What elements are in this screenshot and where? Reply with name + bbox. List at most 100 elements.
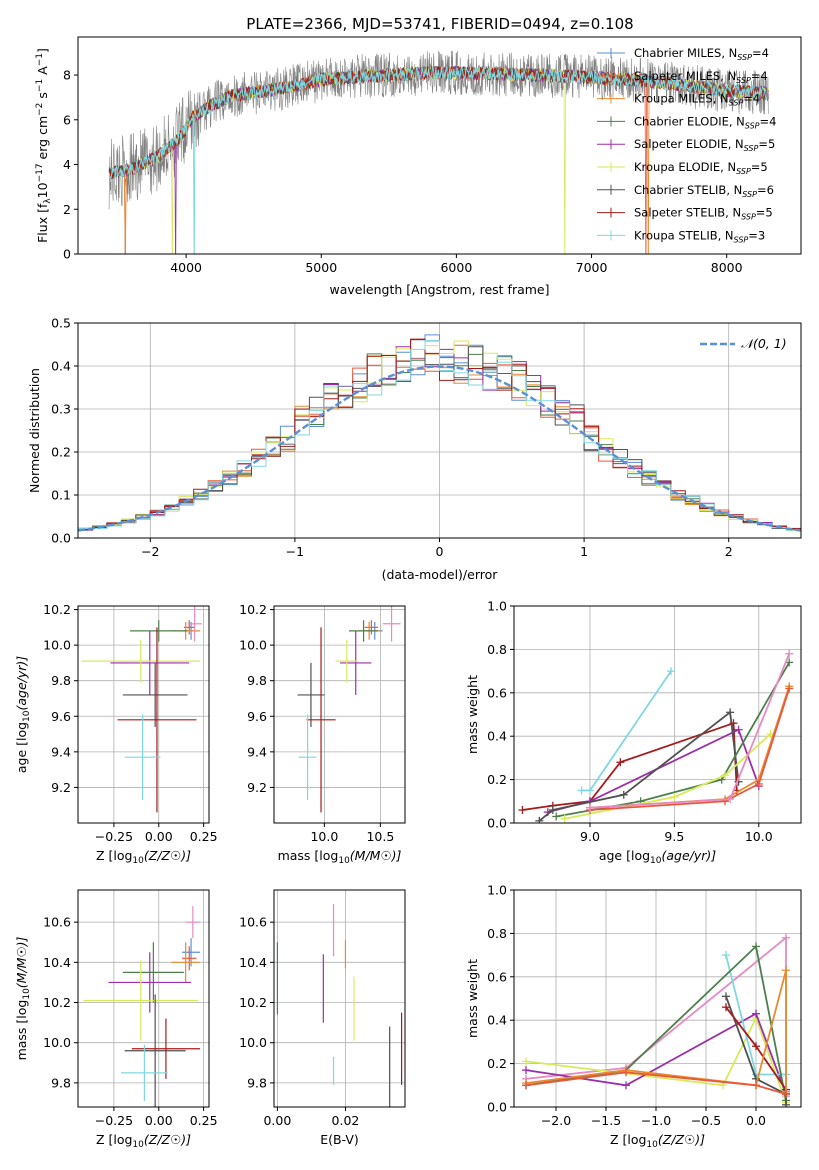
z_vs_age-xtick-label: −0.25 [95, 829, 133, 844]
mass_vs_age-ytick-label: 10.0 [239, 638, 267, 653]
spectrum-ylabel: Flux [fλ10−17 erg cm−2 s−1 A−1] [35, 48, 53, 243]
residuals-ytick-label: 0.3 [51, 402, 71, 417]
mass_vs_age-data [297, 606, 401, 813]
weights_vs_age-series-line [522, 721, 738, 811]
legend-entry: Chabrier MILES, NSSP=4 [634, 46, 769, 62]
weights_vs_age-ytick-label: 0.2 [487, 772, 507, 787]
residuals-ytick-label: 0.0 [51, 531, 71, 546]
legend-entry: Salpeter MILES, NSSP=4 [634, 69, 768, 85]
residuals-xtick-label: −2 [141, 544, 159, 559]
legend-entry: Chabrier ELODIE, NSSP=4 [634, 114, 776, 130]
residuals-hist-kroupa-stelib [78, 340, 801, 531]
mass_vs_age-xlabel: mass [log10(M/M☉)] [278, 848, 402, 866]
spectrum-ytick-label: 2 [63, 202, 71, 217]
z_vs_age-plot: −0.25 0.00 0.25 9.2 9.4 9.6 9.8 10.0 10.2 age [lo… [14, 602, 218, 866]
ebv_vs_mass-ytick-label: 10.6 [239, 915, 267, 930]
weights_vs_z-data [522, 933, 790, 1107]
weights_vs_age-xtick-label: 10.0 [745, 829, 773, 844]
spectrum-ytick-label: 0 [63, 247, 71, 262]
spectrum-xtick-label: 8000 [711, 260, 743, 275]
z_vs_age-ytick-label: 9.4 [51, 744, 71, 759]
weights_vs_age-series-line [581, 670, 672, 792]
legend-entry: Kroupa MILES, NSSP=4 [634, 92, 760, 108]
weights_vs_z-ytick-label: 0.6 [487, 969, 507, 984]
weights_vs_age-ylabel: mass weight [465, 675, 480, 754]
residuals-ytick-label: 0.5 [51, 316, 71, 331]
mass_vs_age-ytick-label: 10.2 [239, 602, 267, 617]
legend-entry: Kroupa STELIB, NSSP=3 [634, 228, 765, 244]
residuals-frame [77, 322, 802, 539]
mass_vs_age-ytick-label: 9.4 [247, 744, 267, 759]
weights_vs_age-xtick-label: 9.0 [580, 829, 600, 844]
residuals-xtick-label: 0 [436, 544, 444, 559]
weights_vs_age-ytick-label: 0.8 [487, 642, 507, 657]
spectrum-model-kroupa-stelib [108, 65, 769, 254]
weights_vs_age-xlabel: age [log10(age/yr)] [599, 848, 716, 866]
ebv_vs_mass-data [276, 904, 403, 1107]
mass_vs_age-ytick-label: 9.2 [247, 780, 267, 795]
z_vs_mass-ytick-label: 10.6 [43, 915, 71, 930]
legend-entry: Salpeter ELODIE, NSSP=5 [634, 137, 775, 153]
weights_vs_z-ylabel: mass weight [465, 959, 480, 1038]
z_vs_mass-xtick-label: 0.00 [145, 1113, 173, 1128]
spectrum-data [108, 50, 769, 254]
residuals-xtick-label: −1 [286, 544, 304, 559]
weights_vs_z-series-line [725, 995, 787, 1105]
spectrum-ytick-label: 4 [63, 157, 71, 172]
residuals-plot: −2 −1 0 1 2 0.0 0.1 0.2 0.3 0.4 0.5 Normed distribu… [27, 316, 802, 582]
spectrum-plot: 4000 5000 6000 7000 8000 0 2 4 6 8 Flux [fλ10−17 e… [35, 36, 802, 297]
z_vs_mass-ytick-label: 9.8 [51, 1075, 71, 1090]
residuals-ylabel: Normed distribution [27, 368, 42, 493]
residuals-xlabel: (data-model)/error [382, 567, 499, 582]
weights_vs_z-ytick-label: 0.0 [487, 1100, 507, 1115]
z_vs_age-frame [77, 605, 210, 824]
weights_vs_z-xtick-label: −2.0 [541, 1113, 571, 1128]
z_vs_mass-plot: −0.25 0.00 0.25 9.8 10.0 10.2 10.4 10.6 mass [lo… [14, 889, 218, 1150]
weights_vs_z-series-line [525, 1071, 787, 1095]
z_vs_age-xlabel: Z [log10(Z/Z☉)] [96, 848, 191, 866]
z_vs_mass-xtick-label: −0.25 [95, 1113, 133, 1128]
residuals-xtick-label: 1 [580, 544, 588, 559]
ebv_vs_mass-plot: 0.00 0.02 9.8 10.0 10.2 10.4 10.6 E(B-V) [239, 889, 406, 1147]
weights_vs_z-ytick-label: 1.0 [487, 883, 507, 898]
z_vs_age-ytick-label: 10.2 [43, 602, 71, 617]
gaussian-curve [78, 365, 801, 532]
weights_vs_z-ytick-label: 0.2 [487, 1056, 507, 1071]
weights_vs_age-ytick-label: 0.6 [487, 685, 507, 700]
z_vs_age-data [81, 606, 202, 813]
spectrum-legend: Chabrier MILES, NSSP=4 Salpeter MILES, NS… [597, 46, 776, 244]
z_vs_mass-ylabel: mass [log10(M/M☉)] [14, 936, 32, 1060]
spectrum-xtick-label: 7000 [576, 260, 608, 275]
spectrum-data-line [108, 50, 769, 210]
legend-entry: Chabrier STELIB, NSSP=6 [634, 183, 774, 199]
mass_vs_age-ytick-label: 9.8 [247, 673, 267, 688]
weights_vs_age-series-line [589, 688, 791, 811]
weights_vs_age-xtick-label: 9.5 [664, 829, 684, 844]
z_vs_mass-ytick-label: 10.0 [43, 1035, 71, 1050]
ebv_vs_mass-frame [273, 889, 406, 1108]
spectrum-xtick-label: 5000 [305, 260, 337, 275]
residuals-ytick-label: 0.4 [51, 359, 71, 374]
weights_vs_z-xtick-label: 0.0 [746, 1113, 766, 1128]
weights_vs_age-ytick-label: 0.0 [487, 816, 507, 831]
mass_vs_age-xtick-label: 10.0 [310, 829, 338, 844]
mass_vs_age-plot: 10.0 10.5 9.2 9.4 9.6 9.8 10.0 10.2 mass [log10(… [239, 602, 406, 866]
weights_vs_z-frame [513, 889, 802, 1108]
z_vs_mass-ytick-label: 10.4 [43, 955, 71, 970]
gaussian-legend-label: 𝒩(0, 1) [741, 336, 787, 351]
weights_vs_z-series-line [525, 944, 787, 1101]
mass_vs_age-frame [273, 605, 406, 824]
spectrum-xtick-label: 6000 [440, 260, 472, 275]
weights_vs_z-xtick-label: −1.0 [641, 1113, 671, 1128]
ebv_vs_mass-ytick-label: 10.4 [239, 955, 267, 970]
spectrum-frame [77, 36, 802, 255]
ebv_vs_mass-xtick-label: 0.00 [263, 1113, 291, 1128]
weights_vs_age-plot: 9.0 9.5 10.0 0.0 0.2 0.4 0.6 0.8 1.0 mass weight a… [465, 599, 802, 866]
z_vs_mass-frame [77, 889, 210, 1108]
weights_vs_z-ytick-label: 0.8 [487, 926, 507, 941]
spectrum-ytick-label: 8 [63, 68, 71, 83]
spectrum-xtick-label: 4000 [170, 260, 202, 275]
weights_vs_z-ytick-label: 0.4 [487, 1013, 507, 1028]
ebv_vs_mass-ytick-label: 9.8 [247, 1075, 267, 1090]
